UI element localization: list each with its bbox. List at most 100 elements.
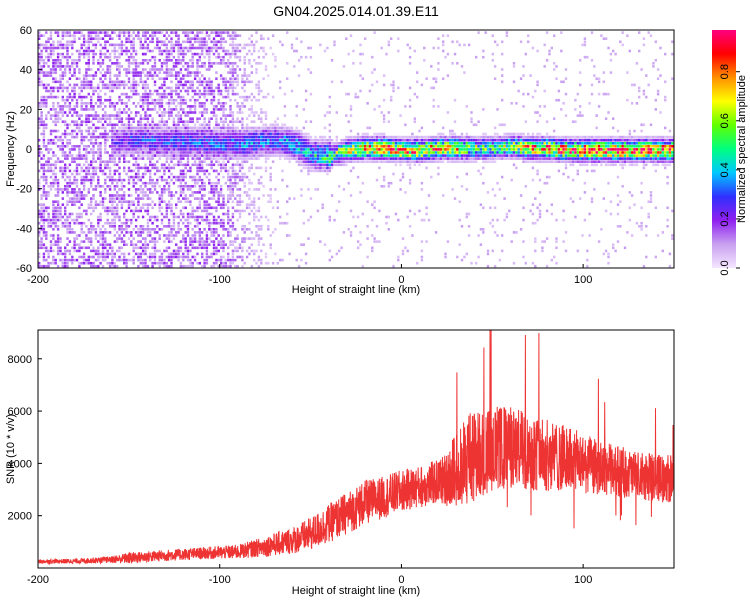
heatmap-cell bbox=[234, 151, 237, 154]
heatmap-cell bbox=[182, 163, 185, 167]
heatmap-cell bbox=[238, 166, 242, 170]
heatmap-cell bbox=[227, 80, 230, 84]
heatmap-cell bbox=[302, 151, 305, 154]
heatmap-cell bbox=[56, 188, 60, 191]
heatmap-cell bbox=[38, 120, 41, 123]
heatmap-cell bbox=[80, 231, 83, 234]
heatmap-cell bbox=[205, 255, 209, 259]
heatmap-cell bbox=[132, 46, 135, 50]
heatmap-cell bbox=[274, 148, 277, 151]
heatmap-cell bbox=[170, 172, 173, 176]
heatmap-cell bbox=[49, 261, 53, 265]
heatmap-cell bbox=[156, 43, 159, 47]
heatmap-cell bbox=[66, 145, 69, 148]
heatmap-cell bbox=[219, 261, 223, 265]
heatmap-cell bbox=[250, 249, 253, 253]
heatmap-cell bbox=[253, 206, 256, 210]
heatmap-cell bbox=[193, 89, 197, 93]
heatmap-cell bbox=[158, 98, 161, 102]
heatmap-cell bbox=[229, 181, 232, 185]
heatmap-cell bbox=[193, 218, 197, 222]
heatmap-cell bbox=[137, 83, 140, 87]
heatmap-cell bbox=[92, 52, 95, 56]
heatmap-cell bbox=[290, 89, 294, 93]
heatmap-cell bbox=[165, 46, 168, 50]
heatmap-cell bbox=[47, 249, 50, 253]
heatmap-cell bbox=[241, 46, 244, 50]
heatmap-cell bbox=[236, 234, 239, 237]
heatmap-cell bbox=[245, 138, 249, 142]
heatmap-cell bbox=[293, 148, 296, 151]
heatmap-cell bbox=[52, 243, 55, 246]
heatmap-cell bbox=[167, 117, 171, 120]
heatmap-cell bbox=[158, 206, 161, 210]
heatmap-cell bbox=[196, 154, 199, 157]
heatmap-cell bbox=[177, 37, 180, 40]
heatmap-cell bbox=[352, 166, 355, 170]
heatmap-cell bbox=[184, 83, 187, 87]
heatmap-cell bbox=[290, 154, 294, 157]
heatmap-cell bbox=[170, 203, 173, 206]
heatmap-cell bbox=[66, 49, 69, 53]
heatmap-cell bbox=[321, 145, 324, 148]
heatmap-cell bbox=[182, 169, 185, 173]
heatmap-cell bbox=[64, 206, 67, 210]
heatmap-cell bbox=[167, 181, 171, 185]
heatmap-cell bbox=[189, 169, 192, 173]
heatmap-cell bbox=[236, 92, 239, 96]
heatmap-cell bbox=[66, 157, 69, 160]
heatmap-cell bbox=[179, 105, 183, 108]
heatmap-cell bbox=[92, 151, 95, 154]
heatmap-cell bbox=[304, 89, 308, 93]
heatmap-cell bbox=[153, 98, 157, 102]
heatmap-cell bbox=[116, 83, 119, 87]
heatmap-cell bbox=[146, 148, 150, 151]
heatmap-cell bbox=[186, 74, 190, 77]
heatmap-cell bbox=[151, 68, 154, 71]
heatmap-cell bbox=[184, 142, 187, 145]
heatmap-cell bbox=[38, 145, 41, 148]
heatmap-cell bbox=[186, 120, 190, 123]
heatmap-cell bbox=[269, 188, 272, 191]
heatmap-cell bbox=[186, 197, 190, 200]
heatmap-cell bbox=[52, 52, 55, 56]
heatmap-cell bbox=[177, 49, 180, 53]
heatmap-cell bbox=[208, 49, 211, 53]
heatmap-cell bbox=[286, 135, 289, 139]
heatmap-cell bbox=[243, 209, 246, 213]
heatmap-cell bbox=[250, 43, 253, 47]
heatmap-cell bbox=[149, 49, 152, 53]
heatmap-cell bbox=[260, 129, 263, 133]
heatmap-cell bbox=[330, 148, 334, 151]
heatmap-cell bbox=[104, 77, 107, 80]
heatmap-cell bbox=[45, 49, 48, 53]
heatmap-cell bbox=[189, 65, 192, 68]
heatmap-cell bbox=[217, 83, 220, 87]
heatmap-cell bbox=[68, 181, 72, 185]
heatmap-cell bbox=[198, 246, 201, 250]
heatmap-cell bbox=[175, 145, 178, 148]
heatmap-cell bbox=[366, 237, 369, 240]
heatmap-cell bbox=[158, 185, 161, 188]
heatmap-cell bbox=[118, 148, 121, 151]
heatmap-cell bbox=[158, 261, 161, 265]
heatmap-cell bbox=[137, 31, 140, 34]
heatmap-cell bbox=[120, 151, 124, 154]
heatmap-cell bbox=[139, 261, 142, 265]
heatmap-cell bbox=[271, 154, 275, 157]
heatmap-cell bbox=[179, 77, 183, 80]
heatmap-cell bbox=[165, 111, 168, 114]
heatmap-cell bbox=[184, 138, 187, 142]
heatmap-cell bbox=[99, 231, 102, 234]
heatmap-cell bbox=[295, 160, 298, 163]
heatmap-cell bbox=[99, 126, 102, 130]
heatmap-cell bbox=[139, 206, 142, 210]
heatmap-cell bbox=[56, 31, 60, 34]
heatmap-cell bbox=[212, 43, 216, 47]
heatmap-cell bbox=[288, 129, 291, 133]
heatmap-cell bbox=[248, 129, 251, 133]
heatmap-cell bbox=[212, 234, 216, 237]
heatmap-cell bbox=[97, 68, 100, 71]
heatmap-cell bbox=[94, 114, 98, 117]
